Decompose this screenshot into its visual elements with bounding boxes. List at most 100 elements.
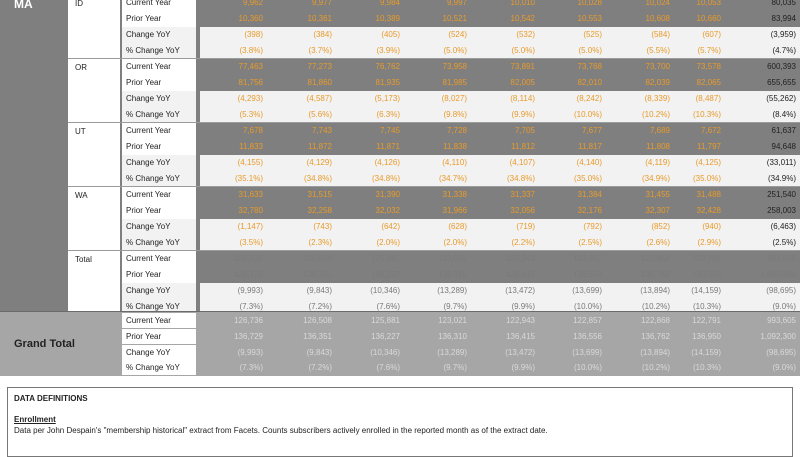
value-cell: (8,487) [674, 91, 725, 107]
row-total-cell: 94,648 [771, 142, 796, 151]
value-cell: (34.7%) [404, 171, 471, 187]
value-cell: 7,678 [242, 126, 263, 135]
value-cell: (2.0%) [336, 235, 404, 251]
grand-total-value: 123,021 [438, 316, 467, 325]
value-cell: 136,950 [692, 270, 721, 279]
value-cell: (852) [606, 219, 674, 235]
value-cell: 77,463 [238, 62, 263, 71]
value-cell: (13,894) [606, 283, 674, 299]
grand-total-value: (10.3%) [692, 363, 721, 373]
value-cell: (5,173) [336, 91, 404, 107]
value-cell: 122,943 [506, 254, 535, 263]
value-cell: (2.3%) [267, 235, 336, 251]
state-name: WA [75, 191, 88, 200]
value-cell: (13,472) [471, 283, 539, 299]
value-cell: 10,361 [307, 14, 332, 23]
row-total-cell: (4.7%) [725, 43, 800, 59]
value-cell: 81,935 [375, 78, 400, 87]
value-cell: 31,455 [645, 190, 670, 199]
row-label: Change YoY [122, 155, 196, 171]
row-total-cell: (33,011) [725, 155, 800, 171]
value-cell: (2.2%) [471, 235, 539, 251]
value-cell: (642) [336, 219, 404, 235]
grand-total-value: 136,310 [438, 331, 467, 341]
value-cell: 11,812 [511, 142, 535, 151]
value-cell: 73,958 [442, 62, 467, 71]
row-total-cell: (34.9%) [725, 171, 800, 187]
value-cell: 11,833 [239, 142, 263, 151]
value-cell: (2.9%) [674, 235, 725, 251]
row-label: Change YoY [122, 27, 196, 43]
value-cell: 11,871 [376, 142, 400, 151]
value-cell: (532) [471, 27, 539, 43]
data-definitions-box: DATA DEFINITIONS Enrollment Data per Joh… [7, 387, 793, 457]
value-cell: 81,860 [307, 78, 332, 87]
grand-total-value: (7.2%) [308, 363, 332, 373]
value-cell: (2.0%) [404, 235, 471, 251]
value-cell: 7,743 [311, 126, 332, 135]
value-cell: 32,056 [510, 206, 535, 215]
value-cell: 136,729 [234, 270, 263, 279]
value-cell: (35.0%) [539, 171, 606, 187]
value-cell: 10,521 [442, 14, 467, 23]
value-cell: 76,762 [375, 62, 400, 71]
grand-total-row-total: (98,695) [766, 347, 796, 357]
value-cell: (4,140) [539, 155, 606, 171]
value-cell: (3.7%) [267, 43, 336, 59]
value-cell: 9,984 [379, 0, 400, 7]
value-cell: (5.6%) [267, 107, 336, 123]
grand-total-value: 125,881 [371, 316, 400, 325]
value-cell: 10,542 [510, 14, 535, 23]
row-total-cell: 1,092,300 [760, 270, 796, 279]
definitions-text: Data per John Despain's "membership hist… [14, 426, 548, 435]
value-cell: 73,768 [577, 62, 602, 71]
value-cell: (9.8%) [404, 107, 471, 123]
row-label: Prior Year [122, 203, 196, 219]
value-cell: 32,258 [307, 206, 332, 215]
state-name: UT [75, 127, 86, 136]
row-label: Change YoY [122, 283, 196, 299]
grand-total-label: Grand Total [14, 338, 75, 350]
value-cell: 31,515 [307, 190, 332, 199]
value-cell: 31,488 [696, 190, 721, 199]
value-cell: 136,762 [641, 270, 670, 279]
row-label: Current Year [122, 123, 196, 139]
grand-total-value: 122,868 [641, 316, 670, 325]
value-cell: (35.0%) [674, 171, 725, 187]
group-divider [68, 58, 800, 59]
grand-total-value: 136,415 [506, 331, 535, 341]
value-cell: (35.1%) [200, 171, 267, 187]
value-cell: 31,338 [442, 190, 467, 199]
value-cell: (607) [674, 27, 725, 43]
grand-total-value: (9.7%) [443, 363, 467, 373]
value-cell: (13,289) [404, 283, 471, 299]
value-cell: (5.0%) [539, 43, 606, 59]
grand-total-value: 122,791 [692, 316, 721, 325]
value-cell: 81,985 [442, 78, 467, 87]
row-label: Prior Year [122, 75, 196, 91]
value-cell: 136,415 [506, 270, 535, 279]
grand-total-value: (13,699) [572, 347, 602, 357]
row-total-cell: 258,003 [767, 206, 796, 215]
value-cell: (9,993) [200, 283, 267, 299]
value-cell: 7,677 [581, 126, 602, 135]
row-total-cell: 83,994 [771, 14, 796, 23]
value-cell: (8,242) [539, 91, 606, 107]
value-cell: (34.9%) [606, 171, 674, 187]
row-total-cell: 251,540 [767, 190, 796, 199]
value-cell: (10.3%) [674, 107, 725, 123]
value-cell: 7,728 [446, 126, 467, 135]
value-cell: 10,608 [645, 14, 670, 23]
value-cell: 73,891 [510, 62, 535, 71]
value-cell: 32,176 [577, 206, 602, 215]
row-total-cell: (2.5%) [725, 235, 800, 251]
grand-total-value: 136,227 [371, 331, 400, 341]
value-cell: (940) [674, 219, 725, 235]
value-cell: (628) [404, 219, 471, 235]
row-label: Prior Year [122, 11, 196, 27]
value-cell: (524) [404, 27, 471, 43]
value-cell: (4,155) [200, 155, 267, 171]
value-cell: 73,700 [645, 62, 670, 71]
value-cell: (14,159) [674, 283, 725, 299]
row-label: Current Year [122, 251, 196, 267]
